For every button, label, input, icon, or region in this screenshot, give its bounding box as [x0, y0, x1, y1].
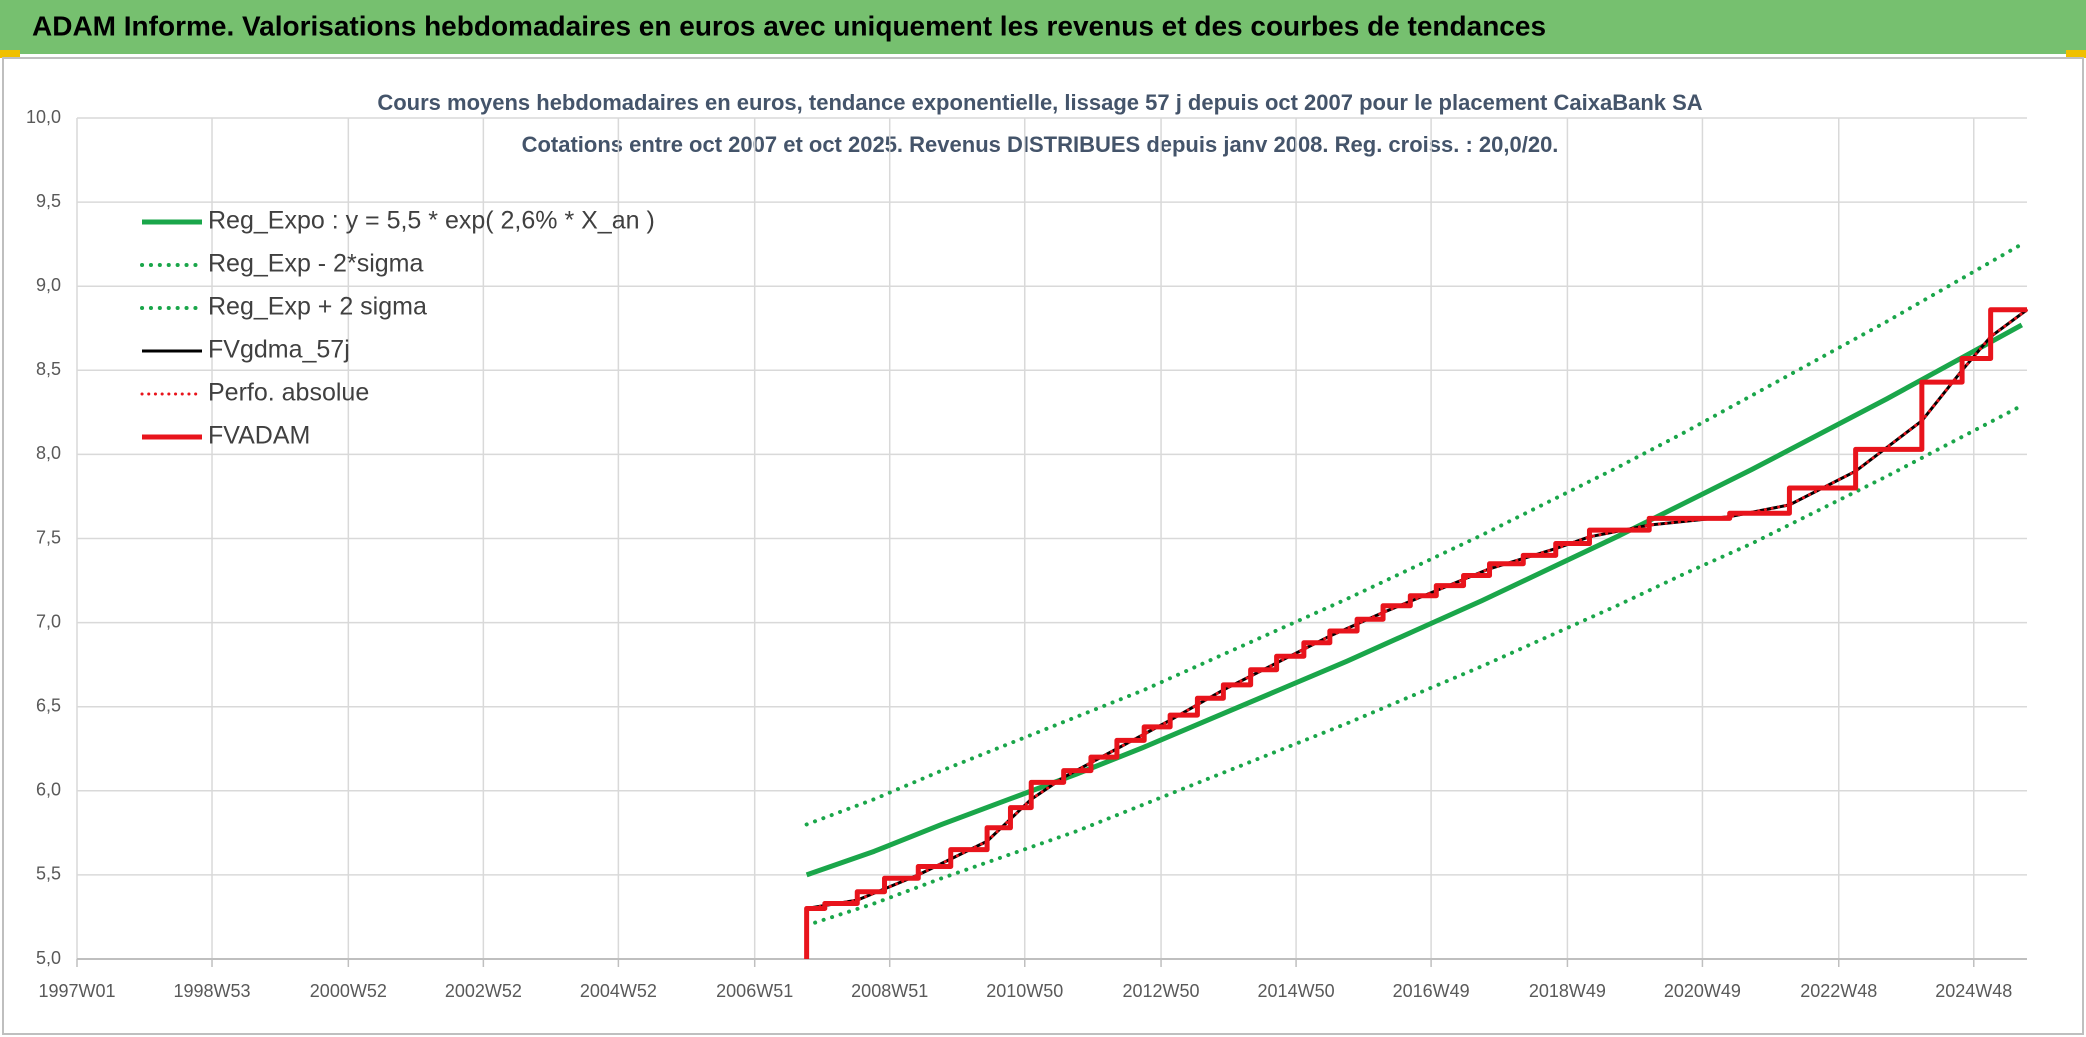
- x-tick-label: 2018W49: [1529, 981, 1606, 1001]
- corner: [0, 50, 20, 58]
- x-tick-label: 2000W52: [310, 981, 387, 1001]
- legend-label: Reg_Exp + 2 sigma: [208, 293, 427, 321]
- y-tick-label: 5,0: [36, 948, 61, 968]
- x-tick-label: 2010W50: [986, 981, 1063, 1001]
- series-line: [804, 307, 2027, 959]
- x-tick-label: 2002W52: [445, 981, 522, 1001]
- legend-label: Reg_Exp - 2*sigma: [208, 250, 423, 278]
- x-tick-label: 2020W49: [1664, 981, 1741, 1001]
- y-tick-label: 10,0: [26, 107, 61, 127]
- corner: [2066, 50, 2086, 58]
- x-tick-label: 2024W48: [1935, 981, 2012, 1001]
- legend-label: FVADAM: [208, 422, 310, 450]
- series-line: [804, 242, 2024, 827]
- y-tick-label: 6,0: [36, 780, 61, 800]
- x-tick-label: 1998W53: [173, 981, 250, 1001]
- legend-label: FVgdma_57j: [208, 336, 350, 364]
- header-bar: [0, 0, 2086, 54]
- x-tick-label: 2006W51: [716, 981, 793, 1001]
- y-tick-label: 5,5: [36, 864, 61, 884]
- y-tick-label: 9,0: [36, 275, 61, 295]
- x-tick-label: 2016W49: [1393, 981, 1470, 1001]
- series-line: [804, 403, 2024, 928]
- x-tick-label: 2008W51: [851, 981, 928, 1001]
- x-tick-label: 2004W52: [580, 981, 657, 1001]
- chart-title: Cours moyens hebdomadaires en euros, ten…: [377, 90, 1702, 115]
- y-tick-label: 6,5: [36, 695, 61, 715]
- chart-subtitle: Cotations entre oct 2007 et oct 2025. Re…: [522, 132, 1559, 157]
- plot-lines: [804, 242, 2029, 959]
- y-tick-label: 7,5: [36, 527, 61, 547]
- y-tick-label: 8,0: [36, 443, 61, 463]
- header-title: ADAM Informe. Valorisations hebdomadaire…: [32, 10, 1546, 41]
- x-tick-label: 2022W48: [1800, 981, 1877, 1001]
- legend: Reg_Expo : y = 5,5 * exp( 2,6% * X_an ) R…: [140, 207, 655, 450]
- y-tick-label: 8,5: [36, 359, 61, 379]
- grid: 5,0 5,5 6,0 6,5 7,0 7,5 8,0 8,5 9,0 9,5 10,0 1997W0…: [26, 107, 2027, 1001]
- chart-border: [2, 57, 2084, 1035]
- x-tick-label: 2014W50: [1258, 981, 1335, 1001]
- series-line: [805, 322, 2024, 878]
- y-tick-label: 7,0: [36, 611, 61, 631]
- x-tick-label: 1997W01: [38, 981, 115, 1001]
- legend-label: Reg_Expo : y = 5,5 * exp( 2,6% * X_an ): [208, 207, 655, 235]
- legend-label: Perfo. absolue: [208, 379, 369, 407]
- x-tick-label: 2012W50: [1123, 981, 1200, 1001]
- y-tick-label: 9,5: [36, 191, 61, 211]
